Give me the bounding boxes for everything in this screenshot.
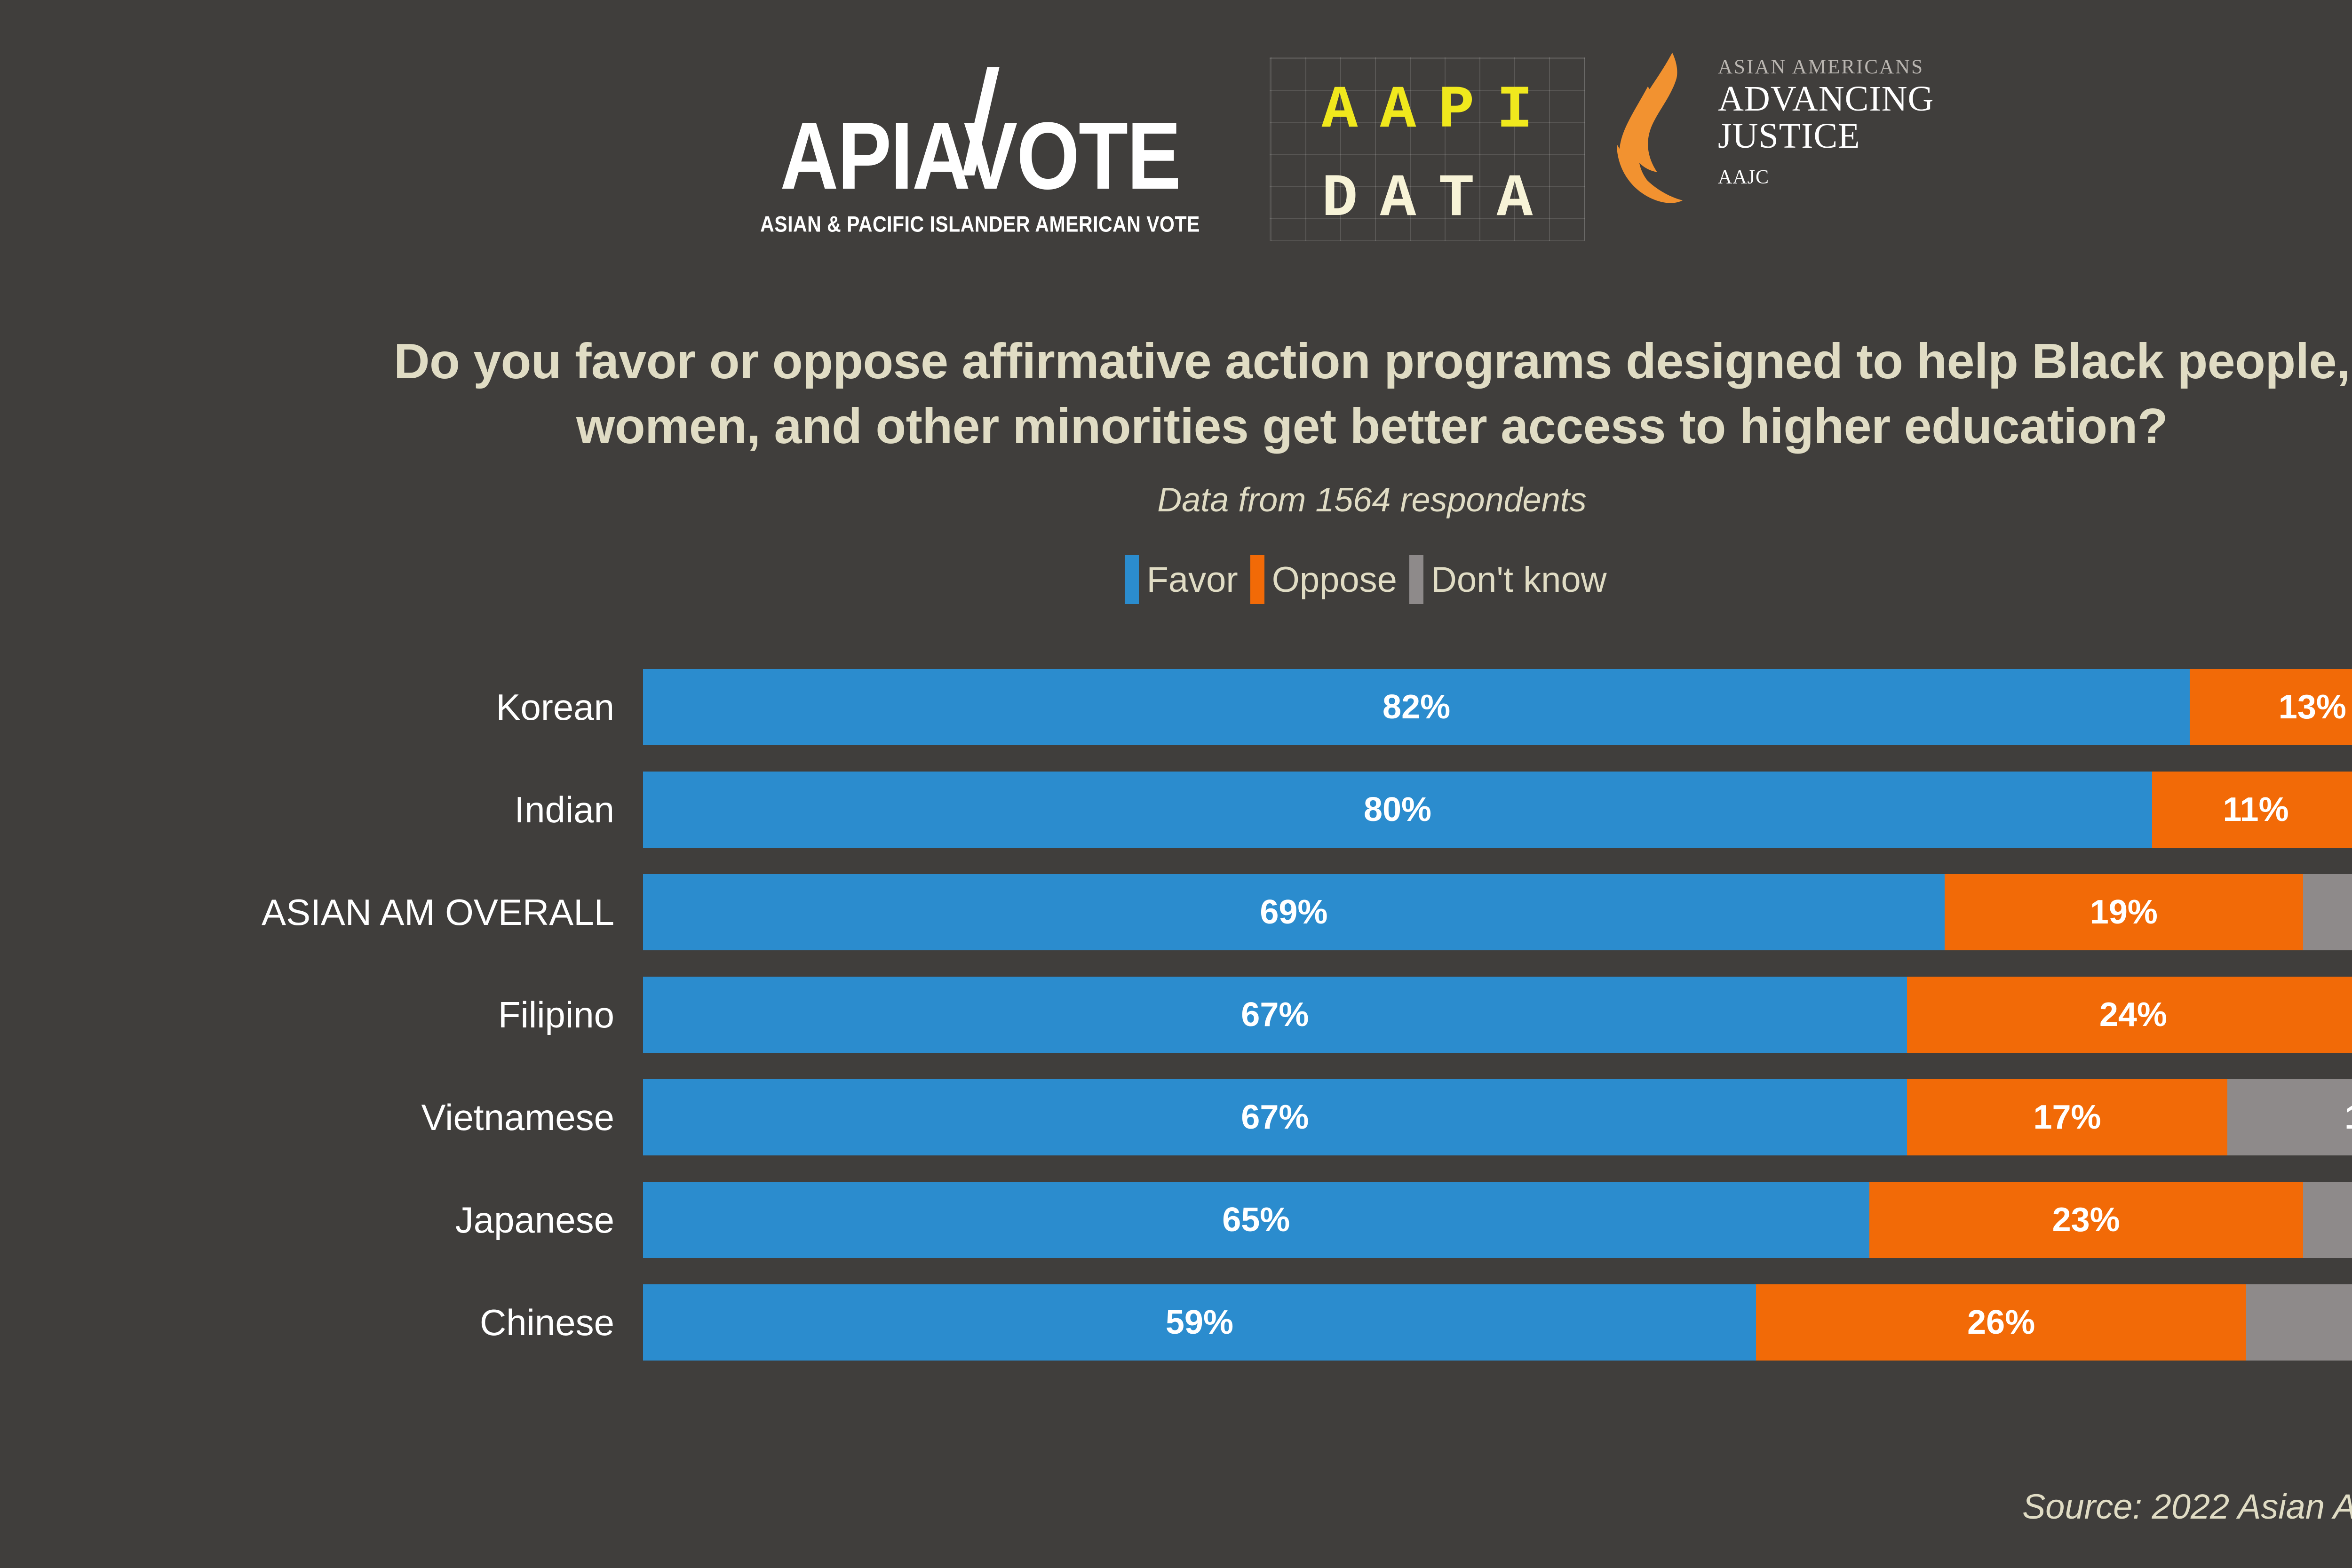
apiavote-tagline: ASIAN & PACIFIC ISLANDER AMERICAN VOTE [760,212,1200,237]
data-letter: A [1496,165,1533,233]
legend-item-don-t-know[interactable]: Don't know [1409,555,1619,604]
legend-label: Don't know [1430,559,1607,600]
row-label-filipino: Filipino [498,994,614,1035]
bar-segment-favor[interactable]: 80% [643,772,2152,848]
bar-segment-oppose[interactable]: 13% [2190,669,2352,745]
bar-segment-don-t-know[interactable]: 12% [2303,1182,2352,1258]
aajc-line2: ADVANCING [1718,79,1934,119]
stacked-bar: 80%11%10% [643,772,2352,848]
aapi-data-line2: D A T A [1271,169,1584,230]
row-label-chinese: Chinese [479,1301,614,1343]
data-letter: A [1380,165,1416,233]
source-note: Source: 2022 Asian American Voter Survey [2022,1487,2352,1526]
aajc-line4: AAJC [1718,167,1770,189]
chart-subtitle: Data from 1564 respondents [1157,481,1587,519]
legend-item-favor[interactable]: Favor [1125,555,1250,604]
aajc-line1: ASIAN AMERICANS [1718,56,1924,78]
stacked-bar: 67%17%16% [643,1079,2352,1155]
chart-row: Japanese 65%23%12% [0,1182,2352,1258]
chart-row: Korean 82%13%6% [0,669,2352,745]
aajc-logo: ASIAN AMERICANS ADVANCING JUSTICE AAJC [1612,51,2026,206]
bar-segment-oppose[interactable]: 24% [1907,977,2352,1053]
chart-row: Vietnamese 67%17%16% [0,1079,2352,1155]
bar-segment-oppose[interactable]: 23% [1869,1182,2303,1258]
apiavote-logo: APIAVOTE ASIAN & PACIFIC ISLANDER AMERIC… [718,51,1242,239]
row-label-korean: Korean [496,686,614,728]
legend-swatch-icon [1250,555,1264,604]
chart-row: Indian 80%11%10% [0,772,2352,848]
legend-swatch-icon [1409,555,1423,604]
stacked-bar-chart: Korean 82%13%6% Indian 80%11%10% ASIAN AM OV… [0,669,2352,1375]
chart-row: Filipino 67%24%9% [0,977,2352,1053]
bar-segment-don-t-know[interactable]: 15% [2246,1284,2352,1361]
logo-bar: APIAVOTE ASIAN & PACIFIC ISLANDER AMERIC… [0,51,2352,241]
legend-swatch-icon [1125,555,1139,604]
bar-segment-oppose[interactable]: 17% [1907,1079,2228,1155]
aajc-text-block: ASIAN AMERICANS ADVANCING JUSTICE AAJC [1718,51,1934,189]
bar-segment-oppose[interactable]: 26% [1756,1284,2247,1361]
stacked-bar: 82%13%6% [643,669,2352,745]
row-label-indian: Indian [514,788,614,830]
chart-title: Do you favor or oppose affirmative actio… [393,334,2351,454]
aajc-line3: JUSTICE [1718,116,1860,156]
row-label-japanese: Japanese [455,1199,614,1241]
bar-segment-favor[interactable]: 82% [643,669,2190,745]
chart-legend: Favor Oppose Don't know [0,555,2352,604]
stacked-bar: 65%23%12% [643,1182,2352,1258]
flame-icon [1612,51,1718,206]
legend-item-oppose[interactable]: Oppose [1250,555,1409,604]
legend-label: Oppose [1271,559,1397,600]
bar-segment-favor[interactable]: 59% [643,1284,1756,1361]
bar-segment-favor[interactable]: 65% [643,1182,1869,1258]
legend-label: Favor [1146,559,1238,600]
aapi-data-logo: A A P I D A T A [1270,57,1585,241]
bar-segment-favor[interactable]: 67% [643,1079,1907,1155]
aapi-letter: I [1496,77,1533,145]
stacked-bar: 59%26%15% [643,1284,2352,1361]
aapi-letter: A [1321,77,1358,145]
bar-segment-oppose[interactable]: 19% [1944,874,2303,950]
stacked-bar: 69%19%11% [643,874,2352,950]
data-letter: D [1321,165,1358,233]
chart-row: Chinese 59%26%15% [0,1284,2352,1361]
row-label-vietnamese: Vietnamese [421,1096,615,1138]
aapi-letter: P [1438,77,1475,145]
bar-segment-favor[interactable]: 67% [643,977,1907,1053]
data-letter: T [1438,165,1475,233]
aapi-letter: A [1380,77,1416,145]
bar-segment-oppose[interactable]: 11% [2152,772,2352,848]
stacked-bar: 67%24%9% [643,977,2352,1053]
row-label-asian-am-overall: ASIAN AM OVERALL [262,891,614,933]
bar-segment-don-t-know[interactable]: 11% [2303,874,2352,950]
chart-row: ASIAN AM OVERALL 69%19%11% [0,874,2352,950]
bar-segment-favor[interactable]: 69% [643,874,1945,950]
bar-segment-don-t-know[interactable]: 16% [2227,1079,2352,1155]
aapi-data-line1: A A P I [1271,81,1584,141]
